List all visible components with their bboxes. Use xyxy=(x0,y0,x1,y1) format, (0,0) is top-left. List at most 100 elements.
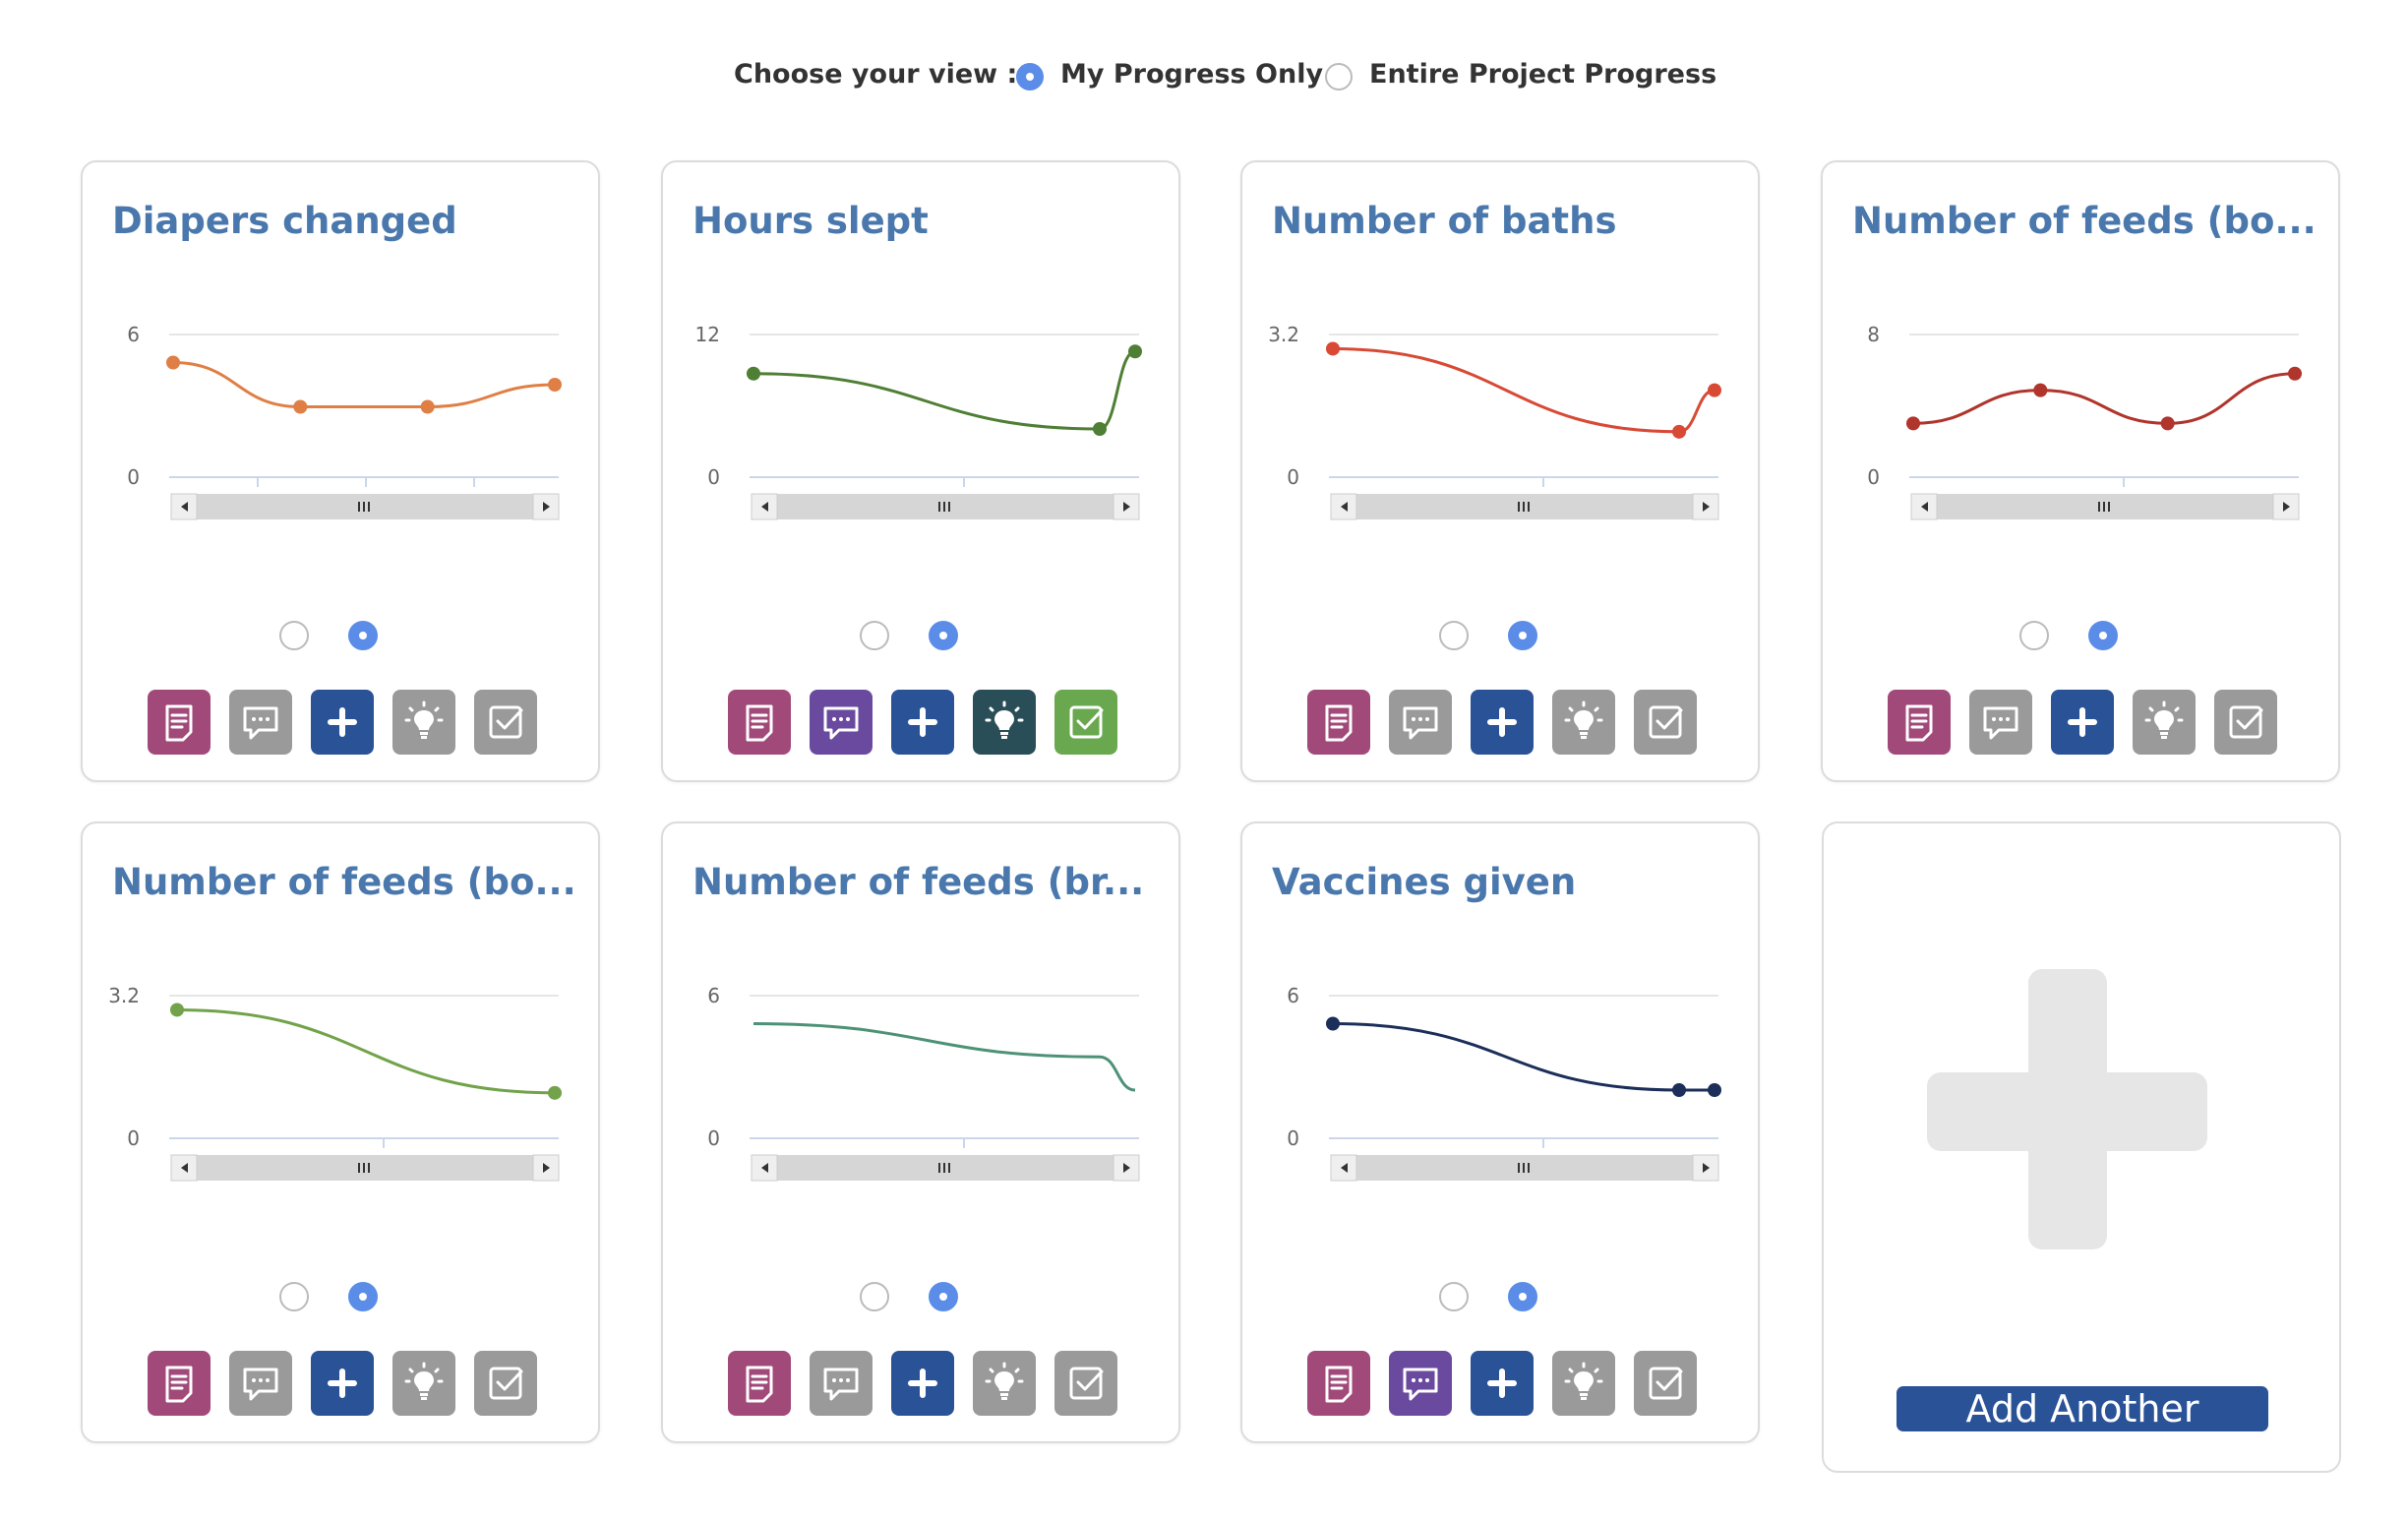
pager-dot[interactable] xyxy=(279,1282,309,1311)
arrow-right-icon xyxy=(1703,1163,1710,1173)
data-point[interactable] xyxy=(2160,416,2175,431)
data-point[interactable] xyxy=(1708,1083,1721,1097)
data-point[interactable] xyxy=(2288,366,2302,381)
data-point[interactable] xyxy=(2033,383,2048,397)
pager-dot[interactable] xyxy=(1439,621,1469,650)
data-point[interactable] xyxy=(1128,344,1142,359)
card-title[interactable]: Number of feeds (bo... xyxy=(112,861,576,903)
arrow-left-icon xyxy=(761,502,768,512)
plus-button[interactable] xyxy=(1471,1351,1534,1416)
card-toolbar xyxy=(728,1351,1121,1416)
pager-dot[interactable] xyxy=(2019,621,2049,650)
comment-button[interactable] xyxy=(229,1351,292,1416)
line-chart[interactable]: 60Jun 2019Highcharts.com xyxy=(1242,951,1762,1187)
check-button[interactable] xyxy=(474,1351,537,1416)
plus-button[interactable] xyxy=(891,690,954,755)
check-button[interactable] xyxy=(1054,1351,1117,1416)
line-chart[interactable]: 120Jun 2019Highcharts.com xyxy=(663,290,1182,526)
line-chart[interactable]: 3.20Jun 2019Highcharts.com xyxy=(1242,290,1762,526)
bulb-button[interactable] xyxy=(392,1351,455,1416)
line-chart[interactable]: 6018. Jun20. Jun22. JunHighcharts.com xyxy=(83,290,602,526)
data-point[interactable] xyxy=(1672,1083,1686,1097)
pager-dot-active[interactable] xyxy=(929,621,958,650)
pager-dot-active[interactable] xyxy=(1508,1282,1537,1311)
card-title[interactable]: Hours slept xyxy=(692,200,929,242)
pager-dot[interactable] xyxy=(860,1282,889,1311)
comment-button[interactable] xyxy=(229,690,292,755)
add-another-button[interactable]: Add Another xyxy=(1896,1386,2268,1431)
card-title[interactable]: Number of feeds (br... xyxy=(692,861,1145,903)
data-point[interactable] xyxy=(1326,1016,1340,1031)
notes-button[interactable] xyxy=(1888,690,1951,755)
notes-button[interactable] xyxy=(1307,1351,1370,1416)
data-point[interactable] xyxy=(548,378,562,392)
data-point[interactable] xyxy=(170,1003,184,1017)
bulb-button[interactable] xyxy=(1552,1351,1615,1416)
pager-dot-active[interactable] xyxy=(348,621,378,650)
data-point[interactable] xyxy=(420,399,435,414)
pager-dot[interactable] xyxy=(279,621,309,650)
arrow-left-icon xyxy=(1921,502,1928,512)
bulb-button[interactable] xyxy=(2133,690,2196,755)
data-point[interactable] xyxy=(1708,383,1721,397)
radio-entire-project[interactable] xyxy=(1325,63,1353,91)
data-point[interactable] xyxy=(1093,422,1107,436)
pager-dot[interactable] xyxy=(860,621,889,650)
check-button[interactable] xyxy=(1634,690,1697,755)
data-point[interactable] xyxy=(747,366,760,381)
bulb-button[interactable] xyxy=(1552,690,1615,755)
notes-button[interactable] xyxy=(1307,690,1370,755)
add-another-card[interactable]: Add Another xyxy=(1822,821,2341,1473)
large-plus-icon-bar[interactable] xyxy=(1927,1072,2207,1151)
data-point[interactable] xyxy=(1326,341,1340,356)
bulb-button[interactable] xyxy=(392,690,455,755)
pager-dot-active[interactable] xyxy=(929,1282,958,1311)
check-button[interactable] xyxy=(1054,690,1117,755)
scroll-left-button[interactable] xyxy=(1330,493,1357,520)
card-toolbar xyxy=(1307,690,1701,755)
notes-button[interactable] xyxy=(728,690,791,755)
pager-dot-active[interactable] xyxy=(2088,621,2118,650)
pager-dot-active[interactable] xyxy=(348,1282,378,1311)
comment-button[interactable] xyxy=(810,690,873,755)
comment-button[interactable] xyxy=(1389,690,1452,755)
check-button[interactable] xyxy=(2214,690,2277,755)
check-button[interactable] xyxy=(1634,1351,1697,1416)
plus-button[interactable] xyxy=(891,1351,954,1416)
data-point[interactable] xyxy=(293,399,308,414)
pager-dot[interactable] xyxy=(1439,1282,1469,1311)
bulb-button[interactable] xyxy=(973,1351,1036,1416)
option-my-progress-label[interactable]: My Progress Only xyxy=(1060,59,1324,90)
plus-button[interactable] xyxy=(2051,690,2114,755)
card-title[interactable]: Number of feeds (bo... xyxy=(1852,200,2317,242)
line-chart[interactable]: 3.20Jun 2019Highcharts.com xyxy=(83,951,602,1187)
pager-dot-active[interactable] xyxy=(1508,621,1537,650)
plus-button[interactable] xyxy=(311,1351,374,1416)
data-point[interactable] xyxy=(548,1085,562,1100)
card-title[interactable]: Number of baths xyxy=(1272,200,1617,242)
data-point[interactable] xyxy=(1906,416,1920,431)
comment-button[interactable] xyxy=(1969,690,2032,755)
y-tick-label: 6 xyxy=(1287,984,1299,1007)
card-title[interactable]: Diapers changed xyxy=(112,200,457,242)
comment-button[interactable] xyxy=(810,1351,873,1416)
line-chart[interactable]: 60Jun 2019Highcharts.com xyxy=(663,951,1182,1187)
notes-button[interactable] xyxy=(148,1351,211,1416)
radio-my-progress[interactable] xyxy=(1016,63,1044,91)
notes-button[interactable] xyxy=(148,690,211,755)
card-title[interactable]: Vaccines given xyxy=(1272,861,1577,903)
plus-button[interactable] xyxy=(311,690,374,755)
y-tick-label: 12 xyxy=(695,323,720,346)
comment-button[interactable] xyxy=(1389,1351,1452,1416)
plus-button[interactable] xyxy=(1471,690,1534,755)
notes-button[interactable] xyxy=(728,1351,791,1416)
y-tick-label: 6 xyxy=(707,984,720,1007)
option-entire-project-label[interactable]: Entire Project Progress xyxy=(1369,59,1717,90)
line-chart[interactable]: 8020. JunHighcharts.com xyxy=(1823,290,2342,526)
data-point[interactable] xyxy=(166,355,180,370)
check-button[interactable] xyxy=(474,690,537,755)
arrow-right-icon xyxy=(1703,502,1710,512)
data-point[interactable] xyxy=(1672,424,1686,439)
bulb-button[interactable] xyxy=(973,690,1036,755)
card-toolbar xyxy=(1888,690,2281,755)
